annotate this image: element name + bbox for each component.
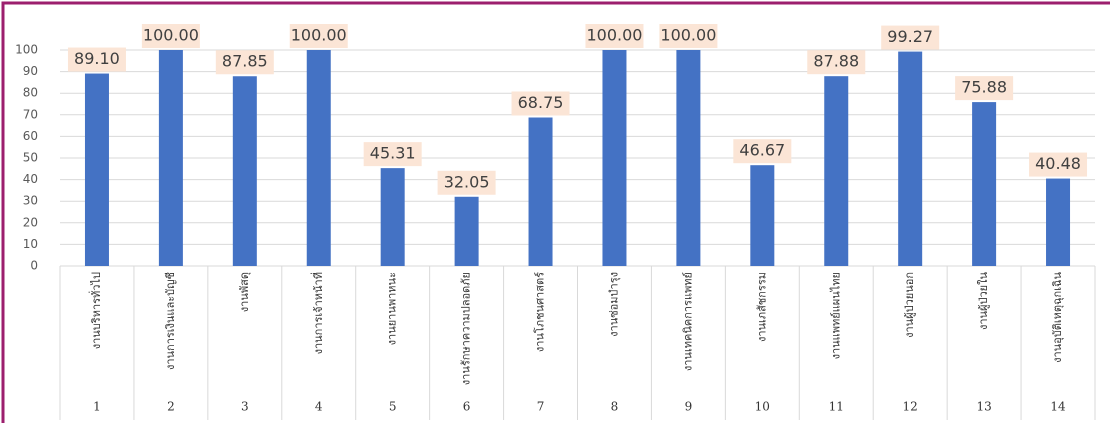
y-tick-label: 90	[23, 64, 38, 78]
value-label-box	[955, 76, 1014, 101]
value-label: 46.67	[739, 141, 785, 160]
x-tick-label: งานโภชนศาสตร์	[533, 272, 547, 352]
category-number: 11	[829, 400, 844, 414]
value-label: 100.00	[586, 26, 642, 45]
value-label-box	[733, 139, 792, 164]
x-tick-label: งานบริหารทั่วไป	[88, 272, 103, 349]
value-label-box	[67, 47, 126, 72]
x-tick-label: งานยานพาหนะ	[386, 272, 399, 345]
bar	[602, 50, 627, 266]
value-label: 87.85	[222, 52, 268, 71]
category-number: 14	[1050, 400, 1066, 414]
value-label-box	[585, 24, 644, 48]
value-label-box	[437, 170, 496, 195]
y-tick-label: 20	[23, 215, 38, 229]
x-tick-label: งานการเจ้าหน้าที่	[310, 272, 325, 354]
y-tick-label: 10	[23, 237, 38, 251]
category-number: 8	[611, 400, 619, 414]
value-label: 40.48	[1035, 154, 1081, 173]
bar	[158, 50, 183, 266]
value-label: 87.88	[813, 52, 859, 71]
bar	[676, 50, 701, 266]
bar	[898, 51, 923, 267]
x-tick-label: งานพัสดุ	[238, 272, 251, 312]
value-label: 32.05	[444, 172, 490, 191]
value-label: 99.27	[887, 27, 933, 46]
category-number: 1	[93, 400, 101, 414]
x-tick-label: งานการเงินและบัญชี	[164, 272, 177, 370]
bar	[306, 50, 331, 266]
bar	[380, 168, 405, 266]
x-tick-label: งานเทคนิคการแพทย์	[681, 272, 694, 371]
value-label-box	[1029, 152, 1088, 177]
x-tick-label: งานรักษาความปลอดภัย	[460, 272, 473, 385]
value-label-box	[807, 50, 866, 75]
value-label: 75.88	[961, 78, 1007, 97]
category-number: 7	[537, 400, 545, 414]
y-tick-label: 60	[23, 129, 38, 143]
y-tick-label: 80	[23, 86, 38, 100]
bar	[454, 196, 479, 266]
value-label: 45.31	[370, 144, 416, 163]
category-number: 4	[315, 400, 323, 414]
y-tick-label: 50	[23, 151, 38, 165]
bar	[824, 76, 849, 266]
x-tick-label: งานอุบัติเหตุฉุกเฉิน	[1051, 272, 1064, 363]
category-number: 12	[903, 400, 918, 414]
value-label-box	[363, 142, 422, 167]
category-number: 10	[755, 400, 770, 414]
value-label: 100.00	[660, 26, 716, 45]
bar	[84, 73, 109, 266]
bar	[528, 117, 553, 266]
x-tick-label: งานแพทย์แผนไทย	[829, 272, 842, 359]
category-number: 2	[167, 400, 175, 414]
value-label: 100.00	[143, 26, 199, 45]
y-tick-label: 70	[23, 107, 38, 121]
bar	[1046, 178, 1071, 266]
value-label-box	[141, 24, 200, 48]
value-label: 100.00	[291, 26, 347, 45]
bar	[232, 76, 257, 266]
x-tick-label: งานผู้ป่วยนอก	[903, 272, 916, 338]
category-number: 3	[241, 400, 249, 414]
y-tick-label: 40	[23, 172, 38, 186]
category-number: 13	[976, 400, 991, 414]
bar	[750, 165, 775, 266]
y-tick-label: 0	[30, 259, 38, 273]
value-label-box	[215, 50, 274, 75]
x-tick-label: งานซ่อมบำรุง	[607, 272, 620, 337]
value-label-box	[511, 91, 570, 116]
y-tick-label: 100	[15, 43, 38, 57]
x-tick-label: งานผู้ป่วยใน	[977, 272, 990, 330]
y-tick-label: 30	[23, 194, 38, 208]
category-number: 9	[685, 400, 693, 414]
category-number: 6	[463, 400, 471, 414]
category-number: 5	[389, 400, 397, 414]
value-label-box	[289, 24, 348, 48]
value-label-box	[659, 24, 718, 48]
bar	[972, 102, 997, 266]
value-label: 89.10	[74, 49, 120, 68]
value-label-box	[881, 25, 940, 50]
value-label: 68.75	[518, 93, 564, 112]
x-tick-label: งานเภสัชกรรม	[755, 272, 768, 342]
